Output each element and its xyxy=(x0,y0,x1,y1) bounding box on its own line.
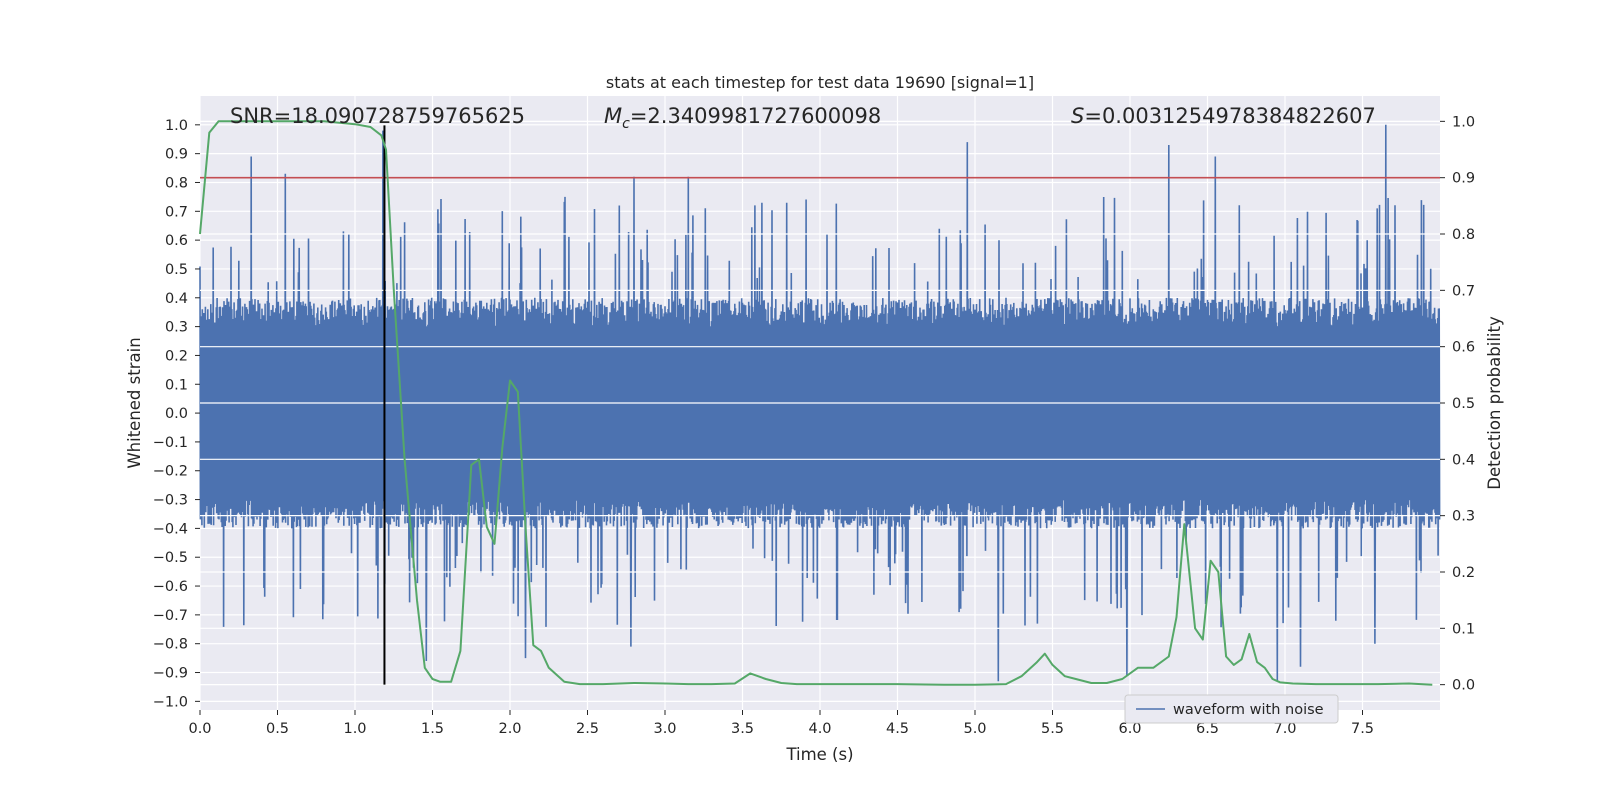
x-tick-label: 7.5 xyxy=(1351,721,1374,737)
s-value: =0.0031254978384822607 xyxy=(1084,104,1376,128)
y-left-tick-label: −0.5 xyxy=(153,550,188,566)
x-tick-label: 2.5 xyxy=(576,721,599,737)
y-right-tick-label: 0.8 xyxy=(1452,227,1475,243)
y-left-tick-label: −0.3 xyxy=(153,493,188,509)
s-symbol: S xyxy=(1071,104,1084,128)
x-tick-label: 3.0 xyxy=(653,721,676,737)
y-right-tick-label: 1.0 xyxy=(1452,114,1475,130)
y-left-tick-label: −0.9 xyxy=(153,666,188,682)
y-left-tick-label: −0.7 xyxy=(153,608,188,624)
legend-label-waveform: waveform with noise xyxy=(1173,702,1324,718)
chirp-mass-annotation: Mc=2.3409981727600098 xyxy=(604,104,881,132)
x-tick-label: 5.0 xyxy=(963,721,986,737)
y-right-tick-label: 0.6 xyxy=(1452,340,1475,356)
y-left-tick-label: 0.3 xyxy=(165,320,188,336)
y-left-tick-label: −1.0 xyxy=(153,694,188,710)
y-left-axis-label: Whitened strain xyxy=(125,337,144,468)
y-left-tick-label: 0.7 xyxy=(165,204,188,220)
x-tick-label: 7.0 xyxy=(1273,721,1296,737)
y-left-tick-label: −0.6 xyxy=(153,579,188,595)
y-left-tick-label: 0.2 xyxy=(165,348,188,364)
x-axis-label: Time (s) xyxy=(785,745,853,764)
snr-annotation: SNR=18.090728759765625 xyxy=(230,104,525,128)
y-right-tick-label: 0.1 xyxy=(1452,621,1475,637)
y-right-tick-label: 0.5 xyxy=(1452,396,1475,412)
y-left-tick-label: 1.0 xyxy=(165,118,188,134)
y-right-tick-label: 0.4 xyxy=(1452,452,1475,468)
chart-title: stats at each timestep for test data 196… xyxy=(606,73,1034,92)
y-right-tick-label: 0.3 xyxy=(1452,509,1475,525)
y-left-tick-label: −0.1 xyxy=(153,435,188,451)
y-left-tick-label: 0.1 xyxy=(165,377,188,393)
chirp-mass-subscript: c xyxy=(622,116,630,132)
y-right-tick-label: 0.7 xyxy=(1452,283,1475,299)
y-right-axis-label: Detection probability xyxy=(1485,316,1504,490)
legend: waveform with noise xyxy=(1124,694,1339,724)
y-left-tick-label: −0.4 xyxy=(153,521,188,537)
probability-line xyxy=(199,120,1433,686)
x-tick-label: 2.0 xyxy=(498,721,521,737)
y-left-tick-label: 0.6 xyxy=(165,233,188,249)
y-left-tick-label: 0.5 xyxy=(165,262,188,278)
x-tick-label: 1.5 xyxy=(421,721,444,737)
x-tick-label: 3.5 xyxy=(731,721,754,737)
x-tick-label: 0.0 xyxy=(188,721,211,737)
y-left-tick-label: 0.0 xyxy=(165,406,188,422)
x-tick-label: 0.5 xyxy=(266,721,289,737)
legend-box xyxy=(1124,694,1339,724)
y-left-axis-ticks: 1.0 0.9 0.8 0.7 0.6 0.5 0.4 0.3 0.2 0.1 0.0 −0.1 −0.… xyxy=(153,118,200,710)
y-right-axis-ticks: 1.0 0.9 0.8 0.7 0.6 0.5 0.4 0.3 0.2 0.1 0.0 xyxy=(1440,114,1475,694)
x-tick-label: 6.0 xyxy=(1118,721,1141,737)
y-right-tick-label: 0.0 xyxy=(1452,678,1475,694)
x-tick-label: 4.5 xyxy=(886,721,909,737)
y-right-tick-label: 0.9 xyxy=(1452,171,1475,187)
y-left-tick-label: 0.8 xyxy=(165,175,188,191)
y-left-tick-label: −0.8 xyxy=(153,637,188,653)
y-left-tick-label: −0.2 xyxy=(153,464,188,480)
x-tick-label: 5.5 xyxy=(1041,721,1064,737)
s-annotation: S=0.0031254978384822607 xyxy=(1071,104,1376,128)
y-left-tick-label: 0.4 xyxy=(165,291,188,307)
x-axis-ticks: 0.0 0.5 1.0 1.5 2.0 2.5 3.0 3.5 4.0 4.5 5.0 5.5 6.0 6… xyxy=(188,710,1374,737)
x-tick-label: 6.5 xyxy=(1196,721,1219,737)
y-right-tick-label: 0.2 xyxy=(1452,565,1475,581)
x-tick-label: 1.0 xyxy=(343,721,366,737)
chirp-mass-value: =2.3409981727600098 xyxy=(630,104,881,128)
chirp-mass-symbol: M xyxy=(604,104,622,128)
y-left-tick-label: 0.9 xyxy=(165,147,188,163)
probability-series-layer xyxy=(199,120,1433,686)
x-tick-label: 4.0 xyxy=(808,721,831,737)
